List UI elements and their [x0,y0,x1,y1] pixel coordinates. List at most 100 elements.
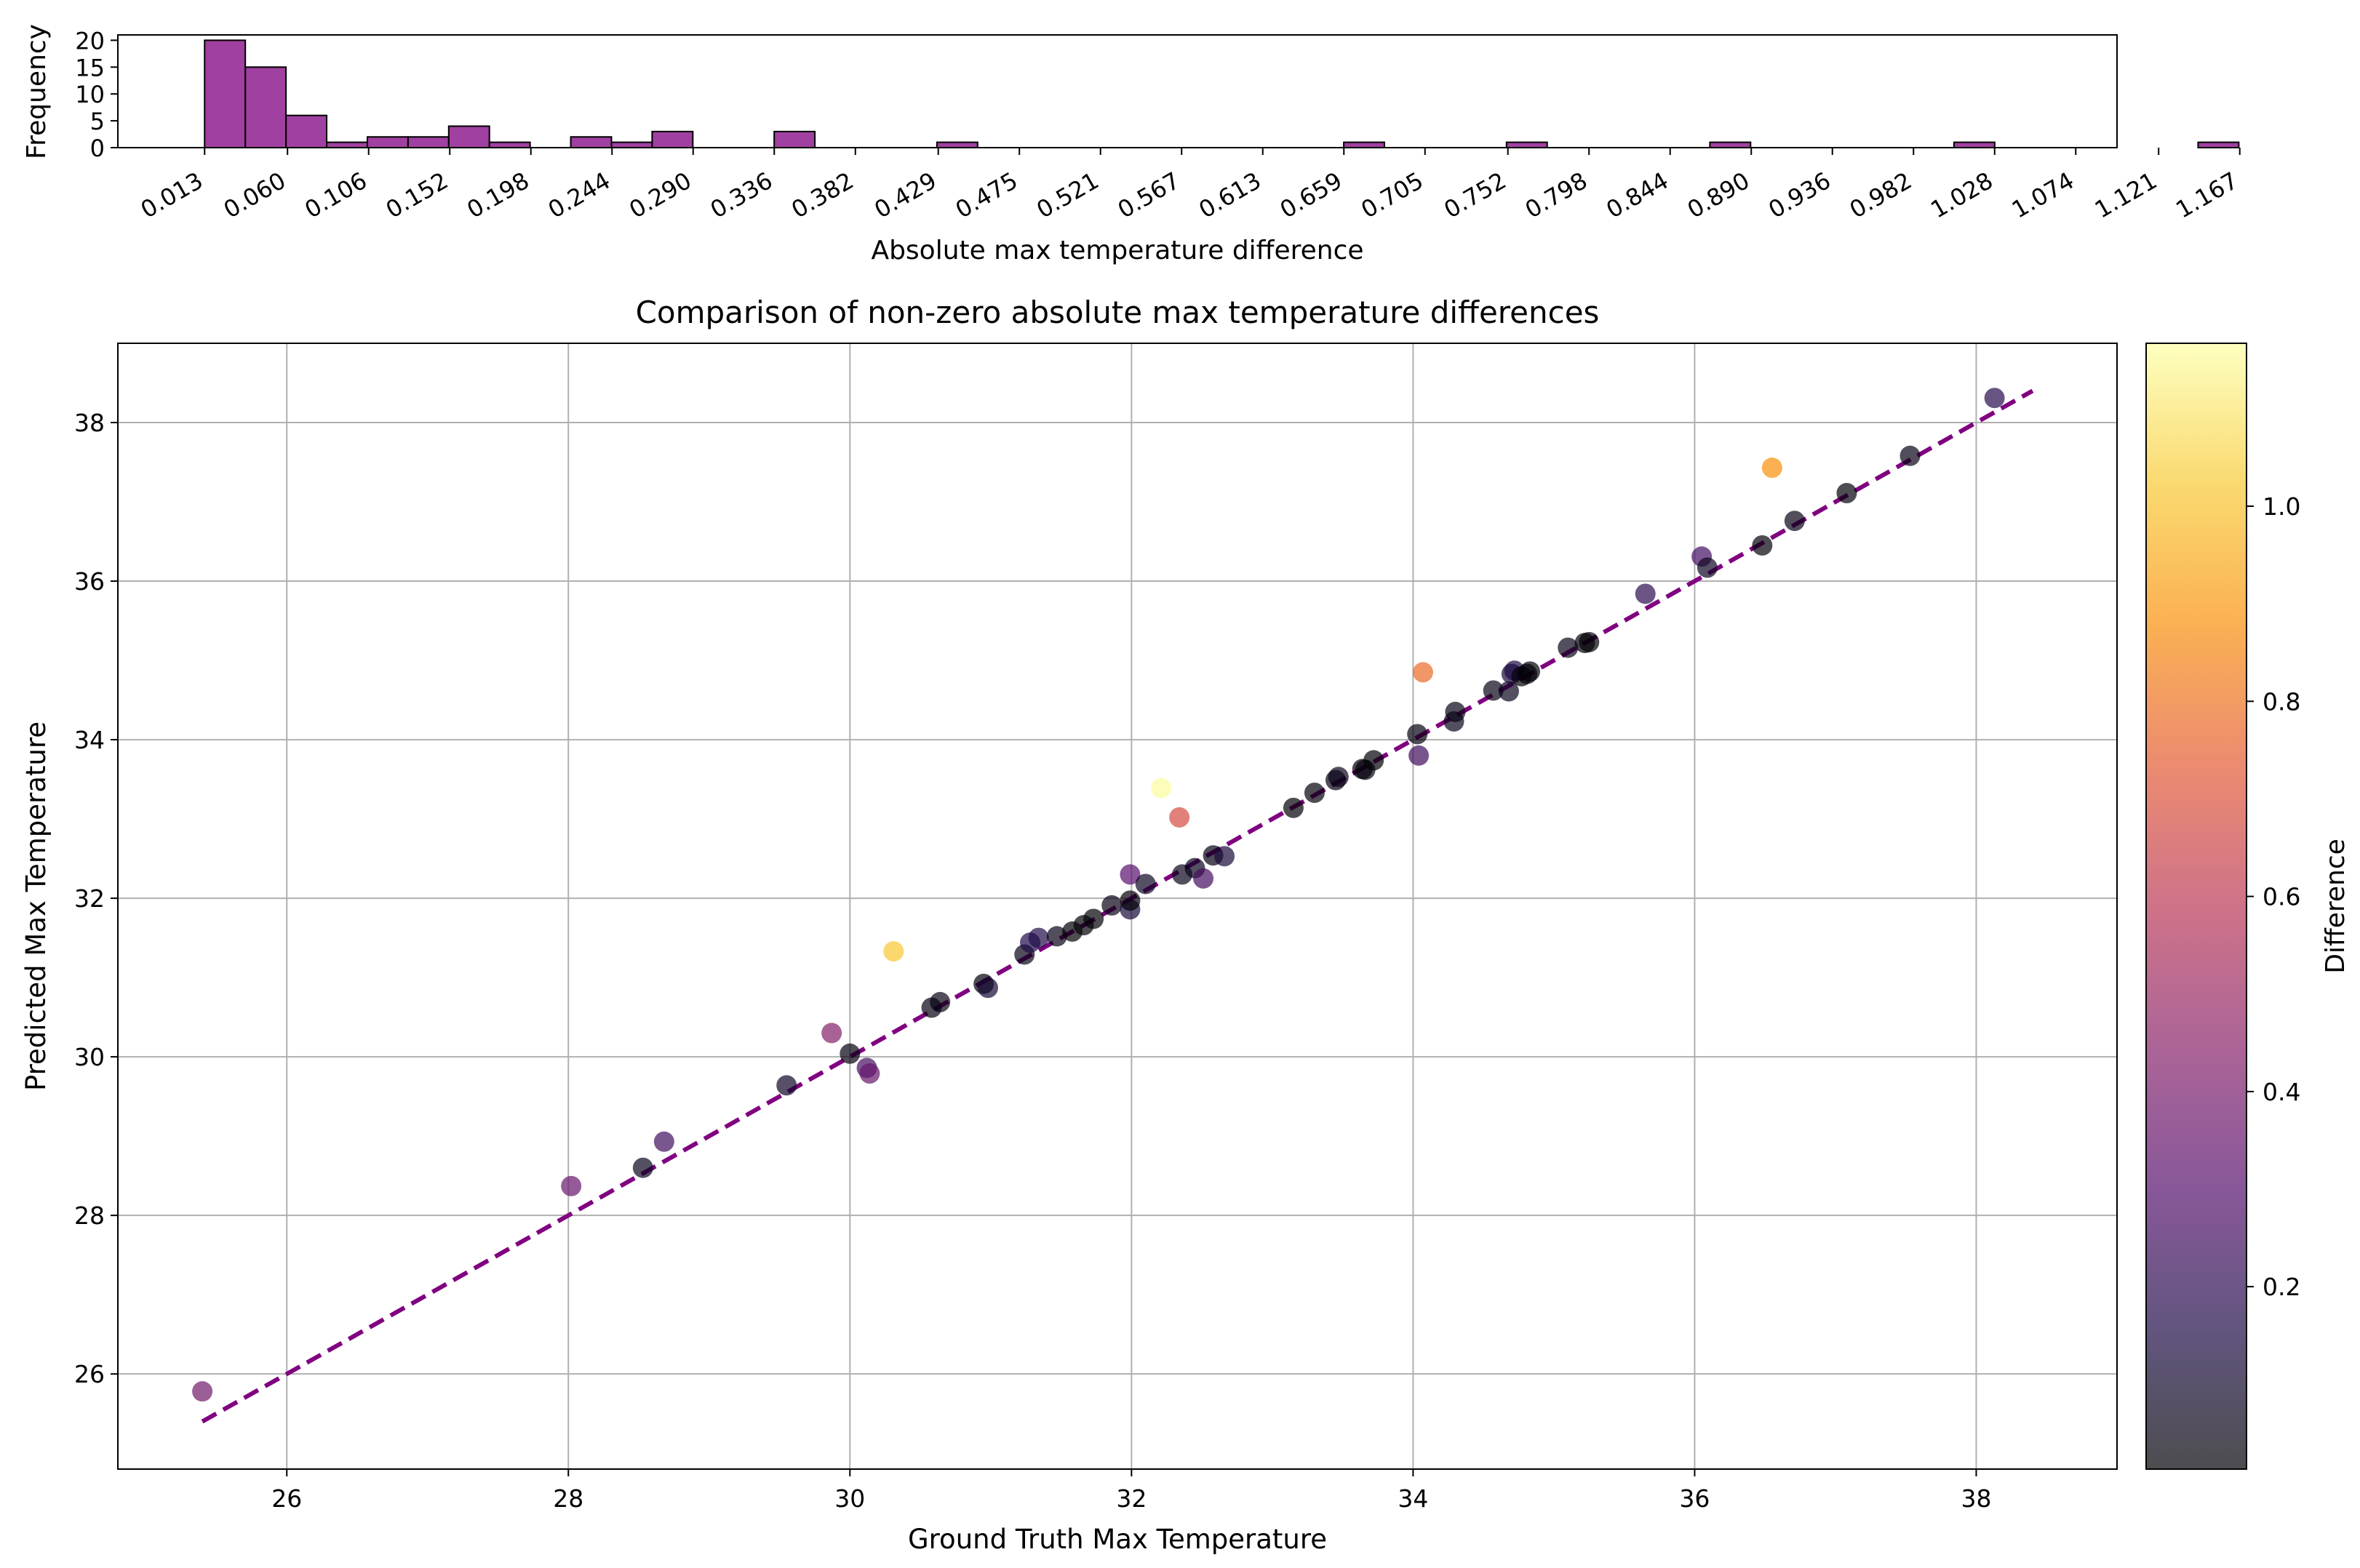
scatter-point [1135,873,1156,895]
scatter-point [1412,662,1433,683]
histogram-bar [773,130,816,149]
scatter-point [1984,388,2005,409]
histogram-y-tick-label: 10 [75,81,105,108]
scatter-point [840,1043,861,1064]
histogram-y-tick-label: 15 [75,54,105,81]
scatter-point [1445,701,1466,722]
scatter-point [1101,895,1123,916]
scatter-point [1498,681,1519,702]
histogram-bar [407,136,450,149]
scatter-point [1120,864,1141,885]
scatter-frame [117,343,2118,1470]
scatter-point [1169,807,1190,828]
scatter-y-axis-label: Predicted Max Temperature [20,721,52,1091]
scatter-point [1193,868,1214,889]
scatter-point [776,1075,797,1096]
scatter-point [1558,637,1579,658]
scatter-point [1120,890,1141,911]
scatter-point [1752,535,1773,556]
colorbar-tick-label: 0.4 [2263,1078,2300,1106]
histogram-y-tick-label: 20 [75,27,105,55]
histogram-bar [610,141,653,149]
scatter-points [192,388,2005,1402]
scatter-title: Comparison of non-zero absolute max temp… [636,295,1600,330]
scatter-point [1899,445,1921,466]
colorbar-label: Difference [2321,839,2351,974]
scatter-point [883,941,904,962]
histogram-bar [447,125,490,149]
scatter-point [1697,557,1718,578]
histogram-bar [570,136,613,149]
scatter-point [1046,926,1067,947]
scatter-x-axis-label: Ground Truth Max Temperature [908,1524,1327,1555]
scatter-x-tick-label: 36 [1679,1484,1710,1513]
scatter-y-tick-label: 26 [74,1360,105,1388]
scatter-point [1363,750,1384,771]
scatter-point [859,1063,880,1084]
histogram-bar [1343,141,1386,149]
scatter-point [1028,927,1049,948]
histogram-bar [2197,141,2240,149]
scatter-point [821,1023,842,1044]
scatter-point [1483,680,1504,701]
identity-reference-line [201,388,2034,1424]
scatter-point [977,977,998,999]
histogram-bar [1953,141,1996,149]
histogram-y-axis-label: Frequency [22,24,52,159]
scatter-y-tick-label: 38 [74,409,105,437]
histogram-bar [204,39,247,148]
scatter-point [1520,661,1541,682]
scatter-grid [118,343,2117,1469]
scatter-y-tick-label: 30 [74,1043,105,1071]
scatter-point [1408,745,1430,766]
scatter-point [1784,511,1805,532]
histogram-bar [244,66,287,148]
colorbar-gradient [2146,343,2247,1469]
scatter-point [1635,583,1656,604]
histogram-bar [366,136,409,149]
histogram-bar [651,130,694,149]
scatter-x-tick-label: 26 [271,1484,302,1513]
scatter-point [1214,846,1235,867]
scatter-point [1150,777,1171,799]
histogram-bar [326,141,368,149]
scatter-point [632,1157,653,1178]
scatter-point [1579,631,1600,652]
histogram-x-axis-label: Absolute max temperature difference [871,236,1363,265]
colorbar-tick-label: 0.6 [2263,883,2300,911]
scatter-x-tick-label: 32 [1116,1484,1147,1513]
colorbar-tick-label: 0.2 [2263,1273,2300,1301]
scatter-x-tick-label: 30 [834,1484,865,1513]
colorbar-frame [2145,343,2247,1470]
colorbar-tick-label: 1.0 [2263,492,2300,521]
colorbar-tick-label: 0.8 [2263,687,2300,716]
scatter-y-tick-label: 28 [74,1201,105,1230]
scatter-x-tick-label: 34 [1398,1484,1428,1513]
scatter-point [192,1381,213,1402]
scatter-point [561,1175,582,1196]
scatter-point [653,1131,674,1152]
scatter-y-tick-label: 32 [74,884,105,913]
scatter-y-tick-label: 36 [74,567,105,596]
histogram-y-tick-label: 5 [90,108,105,135]
scatter-point [1328,767,1349,788]
scatter-point [1304,783,1325,804]
scatter-x-tick-label: 28 [553,1484,583,1513]
scatter-point [930,991,951,1012]
scatter-x-ticks: 26 28 30 32 34 36 38 [271,1469,1991,1513]
scatter-point [1836,483,1857,504]
scatter-x-tick-label: 38 [1961,1484,1991,1513]
histogram-bar [1709,141,1752,149]
scatter-panel: Comparison of non-zero absolute max temp… [20,295,2118,1555]
scatter-point [1761,457,1782,479]
histogram-y-tick-label: 0 [90,135,105,162]
scatter-point [1083,908,1104,929]
colorbar-ticks: 0.2 0.4 0.6 0.8 1.0 [2247,492,2300,1301]
scatter-point [1407,724,1428,745]
histogram-bar [285,114,328,148]
histogram-bars [204,39,2240,149]
scatter-point [1283,797,1304,818]
